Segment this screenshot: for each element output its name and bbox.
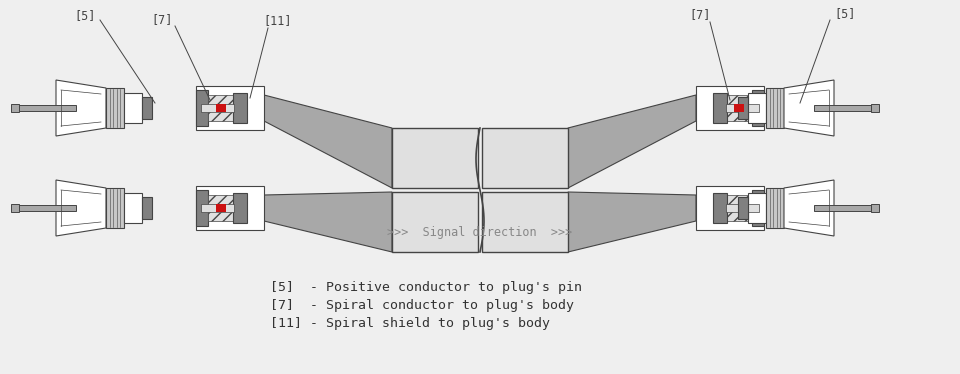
Polygon shape [784, 80, 834, 136]
Bar [196, 90, 208, 126]
Text: [5]: [5] [74, 9, 96, 22]
Bar [748, 93, 766, 123]
Bar [106, 88, 124, 128]
Bar [16, 105, 76, 111]
Bar [748, 193, 766, 223]
Bar [142, 97, 152, 119]
Bar [208, 95, 233, 121]
Polygon shape [568, 192, 696, 252]
Bar [871, 204, 879, 212]
Polygon shape [784, 180, 834, 236]
Bar [196, 186, 264, 230]
Bar [106, 188, 124, 228]
Bar [216, 204, 226, 212]
Bar [726, 104, 759, 112]
Bar [696, 86, 764, 130]
Polygon shape [264, 192, 392, 252]
Bar [766, 188, 784, 228]
Bar [696, 186, 764, 230]
Polygon shape [56, 80, 106, 136]
Bar [814, 105, 874, 111]
Bar [482, 192, 568, 252]
Bar [216, 104, 226, 112]
Text: [7]: [7] [689, 9, 710, 21]
Text: [7]: [7] [152, 13, 173, 27]
Bar [196, 190, 208, 226]
Bar [196, 86, 264, 130]
Bar [392, 192, 478, 252]
Bar [752, 90, 764, 126]
Bar [233, 193, 247, 223]
Bar [201, 204, 234, 212]
Bar [752, 190, 764, 226]
Bar [11, 104, 19, 112]
Bar [142, 197, 152, 219]
Bar [766, 88, 784, 128]
Bar [201, 104, 234, 112]
Bar [713, 193, 727, 223]
Bar [482, 128, 568, 188]
Bar [727, 195, 752, 221]
Text: [5]  - Positive conductor to plug's pin: [5] - Positive conductor to plug's pin [270, 282, 582, 294]
Bar [738, 197, 748, 219]
Text: >>>  Signal direction  >>>: >>> Signal direction >>> [388, 226, 572, 239]
Bar [124, 93, 142, 123]
Bar [392, 128, 478, 188]
Bar [814, 205, 874, 211]
Polygon shape [568, 95, 696, 188]
Text: [11] - Spiral shield to plug's body: [11] - Spiral shield to plug's body [270, 318, 550, 331]
Polygon shape [56, 180, 106, 236]
Polygon shape [264, 95, 392, 188]
Text: [11]: [11] [264, 15, 292, 28]
Bar [726, 204, 759, 212]
Bar [738, 97, 748, 119]
Bar [734, 104, 744, 112]
Text: [7]  - Spiral conductor to plug's body: [7] - Spiral conductor to plug's body [270, 300, 574, 313]
Text: [5]: [5] [834, 7, 855, 21]
Bar [124, 193, 142, 223]
Bar [11, 204, 19, 212]
Bar [233, 93, 247, 123]
Bar [727, 95, 752, 121]
Bar [208, 195, 233, 221]
Bar [871, 104, 879, 112]
Bar [16, 205, 76, 211]
Bar [713, 93, 727, 123]
